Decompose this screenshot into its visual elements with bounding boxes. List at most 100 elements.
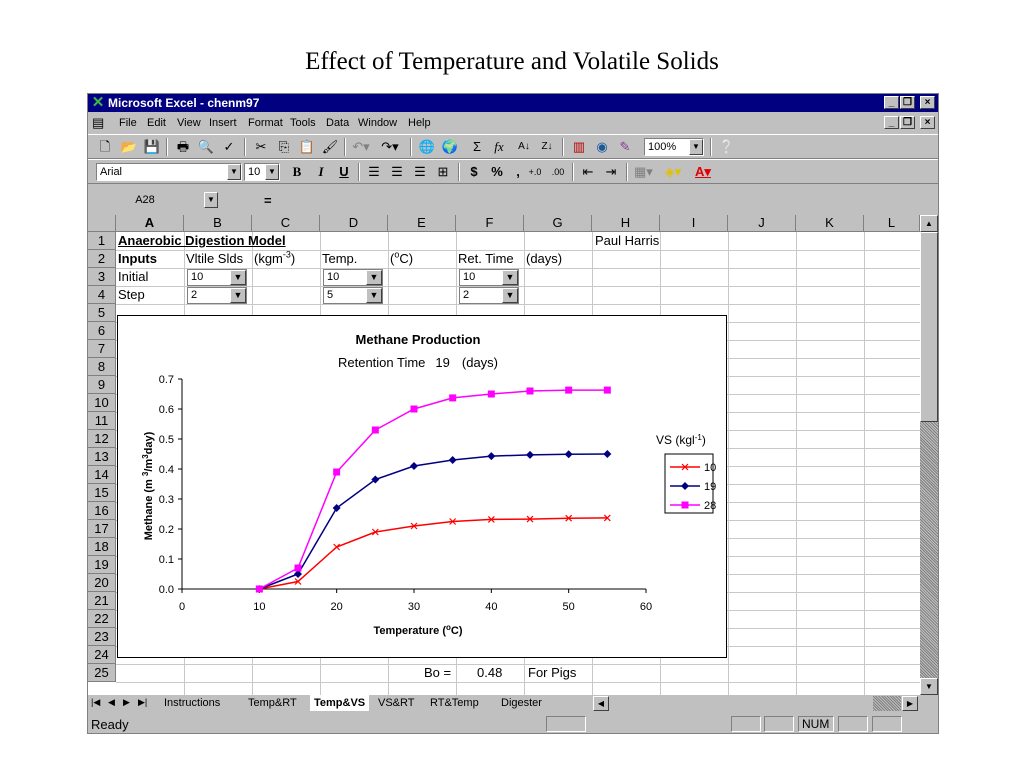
- row-header[interactable]: 8: [88, 358, 116, 376]
- horizontal-scroll-track[interactable]: [873, 696, 901, 711]
- copy-icon[interactable]: ⎘: [278, 139, 290, 154]
- paste-icon[interactable]: 📋: [298, 139, 316, 154]
- font-size-select[interactable]: 10 ▼: [244, 163, 280, 181]
- row-header[interactable]: 24: [88, 646, 116, 664]
- row-header[interactable]: 7: [88, 340, 116, 358]
- print-preview-icon[interactable]: 🔍: [197, 139, 215, 154]
- first-sheet-icon[interactable]: |◀: [91, 697, 101, 707]
- percent-icon[interactable]: %: [491, 164, 503, 179]
- formula-input[interactable]: [286, 192, 936, 210]
- chevron-down-icon[interactable]: ▼: [227, 164, 241, 180]
- chevron-down-icon[interactable]: ▼: [366, 288, 382, 303]
- menu-tools[interactable]: Tools: [290, 117, 316, 129]
- row-header[interactable]: 21: [88, 592, 116, 610]
- sort-ascending-icon[interactable]: A↓: [518, 141, 530, 152]
- column-header-j[interactable]: J: [728, 215, 796, 232]
- cut-icon[interactable]: ✂: [255, 139, 267, 154]
- row-header[interactable]: 2: [88, 250, 116, 268]
- menu-data[interactable]: Data: [326, 117, 350, 129]
- menu-window[interactable]: Window: [358, 117, 398, 129]
- row-header[interactable]: 16: [88, 502, 116, 520]
- cell-h1[interactable]: Paul Harris: [595, 233, 660, 248]
- select-all-corner[interactable]: [88, 215, 116, 232]
- sheet-tab-digester[interactable]: Digester: [501, 697, 542, 709]
- last-sheet-icon[interactable]: ▶|: [138, 697, 148, 707]
- row-header[interactable]: 19: [88, 556, 116, 574]
- row-header[interactable]: 15: [88, 484, 116, 502]
- cell-e2[interactable]: (oC): [390, 250, 413, 268]
- scroll-up-icon[interactable]: ▲: [920, 215, 938, 232]
- undo-icon[interactable]: ↶▾: [352, 139, 370, 154]
- menu-help[interactable]: Help: [408, 117, 431, 129]
- vs-step-dropdown[interactable]: 2 ▼: [187, 287, 247, 304]
- sheet-tab-temp-vs[interactable]: Temp&VS: [310, 695, 370, 711]
- redo-icon[interactable]: ↷▾: [381, 139, 399, 154]
- office-assistant-icon[interactable]: ❔: [718, 139, 736, 154]
- row-header[interactable]: 13: [88, 448, 116, 466]
- align-center-icon[interactable]: ☰: [391, 164, 403, 179]
- menu-insert[interactable]: Insert: [209, 117, 237, 129]
- cell-a4[interactable]: Step: [118, 287, 145, 302]
- column-header-k[interactable]: K: [796, 215, 864, 232]
- cell-f2[interactable]: Ret. Time: [458, 251, 514, 266]
- edit-formula-button[interactable]: =: [264, 193, 272, 208]
- borders-icon[interactable]: ▦▾: [634, 164, 653, 179]
- drawing-icon[interactable]: ✎: [619, 139, 631, 154]
- chevron-down-icon[interactable]: ▼: [265, 164, 279, 180]
- row-header[interactable]: 1: [88, 232, 116, 250]
- align-right-icon[interactable]: ☰: [414, 164, 426, 179]
- doc-minimize-button[interactable]: _: [884, 116, 899, 129]
- row-header[interactable]: 23: [88, 628, 116, 646]
- decrease-indent-icon[interactable]: ⇤: [582, 164, 594, 179]
- chevron-down-icon[interactable]: ▼: [230, 270, 246, 285]
- new-icon[interactable]: 🗋: [99, 139, 111, 154]
- scroll-right-icon[interactable]: ▶: [902, 696, 918, 711]
- row-header[interactable]: 18: [88, 538, 116, 556]
- column-header-c[interactable]: C: [252, 215, 320, 232]
- scroll-left-icon[interactable]: ◀: [593, 696, 609, 711]
- row-header[interactable]: 17: [88, 520, 116, 538]
- sheet-tab-rt-temp[interactable]: RT&Temp: [430, 697, 479, 709]
- scroll-thumb[interactable]: [920, 232, 938, 422]
- rt-step-dropdown[interactable]: 2 ▼: [459, 287, 519, 304]
- cell-b2[interactable]: Vltile Slds: [186, 251, 244, 266]
- excel-app-icon[interactable]: ✕: [91, 94, 105, 111]
- column-header-i[interactable]: I: [660, 215, 728, 232]
- workbook-icon[interactable]: ▤: [92, 115, 105, 130]
- doc-restore-button[interactable]: ❐: [900, 116, 915, 129]
- font-select[interactable]: Arial ▼: [96, 163, 242, 181]
- web-toolbar-icon[interactable]: 🌐: [418, 139, 436, 154]
- increase-indent-icon[interactable]: ⇥: [605, 164, 617, 179]
- scroll-track[interactable]: [920, 422, 938, 678]
- vertical-scrollbar[interactable]: ▲ ▼: [920, 215, 938, 695]
- row-header[interactable]: 14: [88, 466, 116, 484]
- row-header[interactable]: 4: [88, 286, 116, 304]
- cell-e25[interactable]: Bo =: [424, 665, 452, 680]
- currency-icon[interactable]: $: [470, 164, 478, 179]
- hyperlink-icon[interactable]: 🌍: [441, 139, 459, 154]
- next-sheet-icon[interactable]: ▶: [123, 697, 130, 707]
- cell-d2[interactable]: Temp.: [322, 251, 358, 266]
- column-header-e[interactable]: E: [388, 215, 456, 232]
- title-bar[interactable]: ✕ Microsoft Excel - chenm97 _ ❐ ×: [88, 94, 938, 112]
- row-header[interactable]: 11: [88, 412, 116, 430]
- column-header-f[interactable]: F: [456, 215, 524, 232]
- row-header[interactable]: 6: [88, 322, 116, 340]
- menu-file[interactable]: File: [119, 117, 137, 129]
- chevron-down-icon[interactable]: ▼: [502, 270, 518, 285]
- cell-c2[interactable]: (kgm-3): [254, 250, 295, 268]
- align-left-icon[interactable]: ☰: [368, 164, 380, 179]
- row-header[interactable]: 12: [88, 430, 116, 448]
- column-header-g[interactable]: G: [524, 215, 592, 232]
- sheet-tab-temp-rt[interactable]: Temp&RT: [248, 697, 297, 709]
- cell-g25[interactable]: For Pigs: [528, 665, 577, 680]
- name-box[interactable]: A28 ▼: [90, 192, 218, 210]
- chart-wizard-icon[interactable]: ▥: [572, 139, 586, 154]
- increase-decimal-icon[interactable]: +.0: [528, 167, 542, 177]
- cell-a2[interactable]: Inputs: [118, 251, 157, 266]
- temp-initial-dropdown[interactable]: 10 ▼: [323, 269, 383, 286]
- row-header[interactable]: 10: [88, 394, 116, 412]
- chevron-down-icon[interactable]: ▼: [230, 288, 246, 303]
- bold-icon[interactable]: B: [292, 164, 302, 179]
- fill-color-icon[interactable]: ◈▾: [664, 164, 682, 179]
